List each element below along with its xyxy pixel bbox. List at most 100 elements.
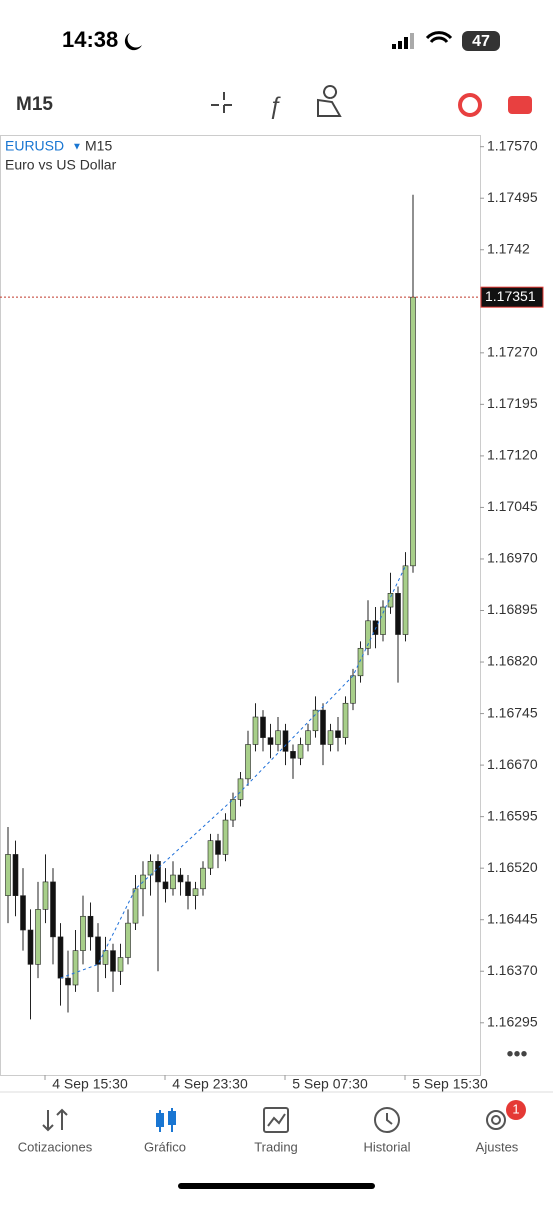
symbol-dropdown[interactable]: ▼ bbox=[72, 142, 82, 153]
battery bbox=[462, 31, 500, 51]
y-tick-label: 1.17495 bbox=[487, 189, 538, 205]
candle-body bbox=[170, 874, 176, 890]
candle-body bbox=[42, 881, 49, 910]
current-price-box bbox=[480, 286, 544, 308]
candle-body bbox=[350, 675, 356, 704]
y-tick-label: 1.16520 bbox=[487, 859, 538, 875]
candle-body bbox=[147, 861, 154, 876]
candle-body bbox=[155, 861, 161, 883]
y-tick-label: 1.16895 bbox=[487, 601, 538, 617]
candle-body bbox=[395, 593, 401, 635]
candle-body bbox=[380, 606, 386, 635]
candle-body bbox=[207, 840, 214, 869]
y-tick-label: 1.16970 bbox=[487, 550, 538, 566]
moon-icon bbox=[124, 33, 142, 51]
candle-body bbox=[177, 874, 184, 883]
y-tick-label: 1.16745 bbox=[487, 704, 538, 720]
nav-tab[interactable]: Trading bbox=[254, 1139, 298, 1154]
candle-body bbox=[87, 915, 94, 938]
y-tick-label: 1.16445 bbox=[487, 910, 538, 926]
nav-tab[interactable]: Gráfico bbox=[144, 1139, 186, 1154]
candle-body bbox=[185, 881, 191, 896]
candle-body bbox=[237, 778, 244, 800]
trade-line bbox=[60, 565, 406, 979]
candle-body bbox=[297, 744, 304, 759]
x-tick-label: 5 Sep 07:30 bbox=[292, 1076, 368, 1092]
candle-body bbox=[12, 854, 19, 896]
more-button[interactable]: ••• bbox=[506, 1043, 527, 1065]
candle-body bbox=[162, 881, 169, 890]
candle-body bbox=[365, 620, 371, 649]
chart-frame bbox=[0, 135, 481, 1076]
trade-button[interactable] bbox=[458, 93, 482, 117]
current-price-label: 1.17351 bbox=[485, 288, 536, 304]
candle-body bbox=[402, 565, 409, 635]
nav-tab[interactable]: Ajustes bbox=[476, 1139, 519, 1154]
candle-body bbox=[245, 744, 251, 780]
signal-icon bbox=[392, 33, 414, 49]
candle-body bbox=[20, 895, 26, 931]
candle-body bbox=[275, 730, 281, 745]
candle-body bbox=[267, 737, 274, 745]
y-tick-label: 1.17270 bbox=[487, 344, 538, 360]
candle-body bbox=[132, 888, 139, 924]
chart-timeframe: M15 bbox=[85, 138, 112, 154]
y-tick-label: 1.17195 bbox=[487, 395, 538, 411]
candle-body bbox=[320, 709, 326, 745]
candle-body bbox=[305, 730, 311, 745]
y-tick-label: 1.16670 bbox=[487, 756, 538, 772]
candle-body bbox=[327, 730, 334, 745]
y-tick-label: 1.1742 bbox=[487, 240, 530, 256]
indicators-button[interactable]: ƒ bbox=[268, 92, 281, 119]
nav-tab[interactable]: Historial bbox=[364, 1139, 411, 1154]
badge-count: 1 bbox=[512, 1101, 519, 1116]
objects-button[interactable] bbox=[317, 85, 342, 117]
home-indicator bbox=[178, 1183, 375, 1189]
y-tick-label: 1.17570 bbox=[487, 137, 538, 153]
candle-body bbox=[125, 922, 131, 958]
candle-body bbox=[312, 709, 319, 732]
crosshair-button[interactable] bbox=[211, 92, 237, 118]
y-tick-label: 1.16820 bbox=[487, 653, 538, 669]
candle-body bbox=[95, 936, 101, 965]
x-tick-label: 4 Sep 15:30 bbox=[52, 1076, 128, 1092]
candle-body bbox=[410, 296, 416, 567]
y-tick-label: 1.16295 bbox=[487, 1013, 538, 1029]
candle-body bbox=[102, 950, 109, 965]
status-time: 14:38 bbox=[62, 27, 118, 52]
nav-tab[interactable]: Cotizaciones bbox=[18, 1139, 93, 1154]
candle-body bbox=[230, 799, 236, 821]
candle-body bbox=[50, 881, 56, 938]
symbol-description: Euro vs US Dollar bbox=[5, 157, 117, 173]
candle-body bbox=[282, 730, 289, 752]
candle-body bbox=[215, 840, 221, 855]
candle-body bbox=[65, 977, 71, 986]
y-tick-label: 1.17045 bbox=[487, 498, 538, 514]
timeframe-button[interactable]: M15 bbox=[16, 94, 53, 115]
candle-body bbox=[35, 909, 41, 965]
battery-level: 47 bbox=[472, 33, 490, 50]
badge bbox=[506, 1100, 526, 1120]
candle-body bbox=[252, 716, 259, 745]
symbol[interactable]: EURUSD bbox=[5, 138, 64, 154]
candle-body bbox=[192, 888, 199, 896]
candle-body bbox=[222, 819, 229, 855]
candle-body bbox=[357, 647, 364, 677]
candle-body bbox=[72, 950, 79, 986]
candle-body bbox=[342, 702, 349, 738]
x-tick-label: 5 Sep 15:30 bbox=[412, 1076, 488, 1092]
candle-body bbox=[80, 915, 86, 951]
candle-body bbox=[27, 929, 34, 965]
candle-body bbox=[290, 751, 296, 759]
candle-body bbox=[57, 936, 64, 979]
y-tick-label: 1.16595 bbox=[487, 807, 538, 823]
nav-icons bbox=[42, 1107, 506, 1133]
candle-body bbox=[200, 867, 206, 890]
y-tick-label: 1.17120 bbox=[487, 447, 538, 463]
account-button[interactable] bbox=[508, 96, 532, 114]
candle-body bbox=[110, 950, 116, 972]
candle-body bbox=[335, 730, 341, 738]
candle-body bbox=[260, 716, 266, 738]
